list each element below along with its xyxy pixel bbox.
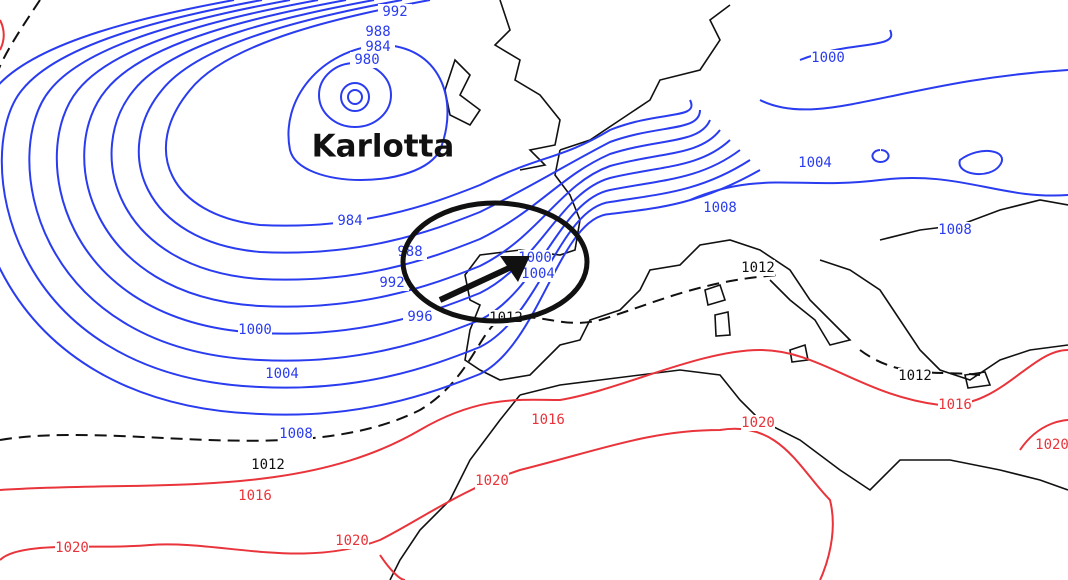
- isobar-label: 1016: [238, 488, 272, 504]
- label-backdrop: [361, 24, 395, 40]
- isobar-label: 1012: [741, 260, 775, 276]
- isobar-label: 1004: [265, 366, 299, 382]
- label-backdrop: [55, 540, 89, 556]
- isobar-label: 1000: [238, 322, 272, 338]
- label-backdrop: [279, 426, 313, 442]
- isobar-label: 984: [365, 39, 390, 55]
- isobar-label: 1008: [279, 426, 313, 442]
- isobar: [318, 62, 392, 128]
- isobar-label: 1004: [798, 155, 832, 171]
- isobar-label: 1020: [335, 533, 369, 549]
- label-backdrop: [741, 415, 775, 431]
- label-backdrop: [350, 52, 384, 68]
- coastlines: [389, 0, 1068, 580]
- label-backdrop: [938, 397, 972, 413]
- isobar-label: 992: [379, 275, 404, 291]
- isobar-label: 1020: [55, 540, 89, 556]
- label-backdrop: [703, 200, 737, 216]
- isobar: [340, 82, 370, 112]
- label-backdrop: [361, 39, 395, 55]
- isobar: [347, 89, 363, 105]
- isobar-label: 980: [354, 52, 379, 68]
- label-backdrop: [333, 213, 367, 229]
- label-backdrop: [475, 473, 509, 489]
- isobar-label: 1012: [898, 368, 932, 384]
- isobar: [137, 0, 701, 254]
- direction-arrow: [438, 259, 524, 303]
- isobar: [110, 0, 711, 281]
- isobar: [83, 0, 721, 308]
- label-backdrop: [1035, 437, 1068, 453]
- label-backdrop: [898, 368, 932, 384]
- isobar-label: 992: [382, 4, 407, 20]
- isobar: [689, 29, 1068, 201]
- islands: [704, 283, 992, 389]
- isobar-label: 1000: [811, 50, 845, 66]
- isobar: [0, 0, 751, 389]
- isobar-label: 1012: [251, 457, 285, 473]
- label-backdrop: [378, 4, 412, 20]
- label-backdrop: [251, 457, 285, 473]
- isobar-label: 1016: [938, 397, 972, 413]
- isobar: [28, 0, 741, 362]
- label-backdrop: [521, 266, 555, 282]
- europe-coast: [464, 4, 1068, 381]
- isobar-label: 1008: [938, 222, 972, 238]
- label-backdrop: [811, 50, 845, 66]
- isobar-label: 1016: [531, 412, 565, 428]
- isobar: [0, 0, 761, 416]
- label-backdrop: [741, 260, 775, 276]
- isobar: [55, 0, 731, 335]
- label-backdrop: [531, 412, 565, 428]
- isobar-label: 996: [407, 309, 432, 325]
- storm-name: Karlotta: [312, 129, 455, 165]
- label-backdrop: [335, 533, 369, 549]
- arrow-head: [500, 256, 530, 282]
- isobar-label: 988: [365, 24, 390, 40]
- highlight-ring: [400, 200, 590, 324]
- isobar-label: 1020: [1035, 437, 1068, 453]
- isobar: [287, 43, 449, 181]
- isobar-label: 984: [337, 213, 362, 229]
- isobar-label: 1020: [741, 415, 775, 431]
- label-backdrop: [265, 366, 299, 382]
- britain-coast: [444, 0, 561, 171]
- label-backdrop: [798, 155, 832, 171]
- label-backdrop: [403, 309, 437, 325]
- label-backdrop: [238, 488, 272, 504]
- isobar-label: 1008: [703, 200, 737, 216]
- label-backdrop: [238, 322, 272, 338]
- label-backdrop: [375, 275, 409, 291]
- isobar-label: 1020: [475, 473, 509, 489]
- label-backdrop: [938, 222, 972, 238]
- isobar: [164, 0, 693, 227]
- isobar-label: 1004: [521, 266, 555, 282]
